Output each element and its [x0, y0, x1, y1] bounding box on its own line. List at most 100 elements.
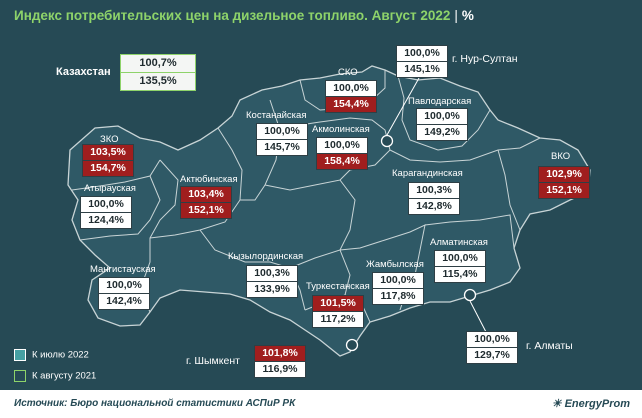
zhambyl-vs-august: 117,8%	[372, 288, 424, 305]
chart-title: Индекс потребительских цен на дизельное …	[14, 8, 474, 23]
border-atyrau-mangistau	[79, 175, 161, 241]
kazakhstan-label: Казахстан	[56, 66, 111, 78]
region-box-almaty-city: 100,0% 129,7%	[466, 331, 518, 364]
region-box-nursultan: 100,0% 145,1%	[396, 45, 448, 78]
region-label-kyzylorda: Кызылординская	[228, 251, 304, 262]
brand-name: EnergyProm	[564, 398, 630, 410]
legend-july: К июлю 2022	[14, 349, 89, 361]
region-box-turkestan: 101,5% 117,2%	[312, 295, 364, 328]
region-label-sko: СКО	[338, 67, 358, 78]
footer: Источник: Бюро национальной статистики А…	[0, 390, 642, 418]
kostanay-vs-july: 100,0%	[256, 123, 308, 139]
legend-august: К августу 2021	[14, 370, 96, 382]
nursultan-vs-july: 100,0%	[396, 45, 448, 61]
region-box-vko: 102,9% 152,1%	[538, 166, 590, 199]
source-text: Источник: Бюро национальной статистики А…	[14, 398, 296, 409]
nursultan-leader	[386, 77, 420, 136]
title-text: Индекс потребительских цен на дизельное …	[14, 8, 451, 23]
legend-august-swatch	[14, 370, 26, 382]
border-vko	[497, 149, 521, 231]
legend-july-label: К июлю 2022	[32, 349, 89, 361]
atyrau-vs-july: 100,0%	[80, 196, 132, 212]
kazakhstan-value-box: 100,7% 135,5%	[120, 54, 196, 91]
border-karaganda-east	[389, 137, 541, 163]
akmola-vs-august: 158,4%	[316, 153, 368, 170]
region-label-kostanay: Костанайская	[246, 110, 307, 121]
zhambyl-vs-july: 100,0%	[372, 272, 424, 288]
zko-vs-july: 103,5%	[82, 144, 134, 160]
almaty-city-vs-august: 129,7%	[466, 347, 518, 364]
shymkent-marker-icon	[345, 338, 359, 352]
region-box-zko: 103,5% 154,7%	[82, 144, 134, 177]
karaganda-vs-july: 100,3%	[408, 182, 460, 198]
almaty-city-vs-july: 100,0%	[466, 331, 518, 347]
pavlodar-vs-august: 149,2%	[416, 124, 468, 141]
region-label-karaganda: Карагандинская	[392, 168, 463, 179]
region-label-pavlodar: Павлодарская	[408, 96, 472, 107]
region-label-almaty-city: г. Алматы	[526, 340, 573, 352]
sko-vs-august: 154,4%	[325, 96, 377, 113]
legend-july-swatch	[14, 349, 26, 361]
almaty-leader	[469, 300, 487, 333]
region-label-zhambyl: Жамбылская	[366, 259, 424, 270]
aktobe-vs-july: 103,4%	[180, 186, 232, 202]
region-box-pavlodar: 100,0% 149,2%	[416, 108, 468, 141]
border-karaganda-west	[264, 179, 356, 269]
region-label-nursultan: г. Нур-Султан	[452, 53, 518, 65]
turkestan-vs-july: 101,5%	[312, 295, 364, 311]
vko-vs-august: 152,1%	[538, 182, 590, 199]
region-label-shymkent: г. Шымкент	[186, 355, 240, 367]
legend-august-label: К августу 2021	[32, 370, 97, 382]
border-turkestan-zhambyl	[339, 249, 351, 296]
region-box-akmola: 100,0% 158,4%	[316, 137, 368, 170]
nursultan-vs-august: 145,1%	[396, 61, 448, 78]
atyrau-vs-august: 124,4%	[80, 212, 132, 229]
region-box-kyzylorda: 100,3% 133,9%	[246, 265, 298, 298]
nursultan-marker-icon	[380, 134, 394, 148]
turkestan-vs-august: 117,2%	[312, 311, 364, 328]
region-label-atyrau: Атырауская	[84, 183, 136, 194]
title-separator: |	[454, 8, 458, 23]
title-unit: %	[461, 8, 474, 23]
border-almaty	[424, 214, 515, 249]
almaty-reg-vs-august: 115,4%	[434, 266, 486, 283]
region-label-zko: ЗКО	[100, 134, 119, 145]
kazakhstan-vs-july: 100,7%	[120, 54, 196, 72]
akmola-vs-july: 100,0%	[316, 137, 368, 153]
region-label-vko: ВКО	[551, 151, 571, 162]
almaty-marker-icon	[463, 288, 477, 302]
vko-vs-july: 102,9%	[538, 166, 590, 182]
karaganda-vs-august: 142,8%	[408, 198, 460, 215]
region-label-almaty-reg: Алматинская	[430, 237, 488, 248]
mangistau-vs-august: 142,4%	[98, 293, 150, 310]
energyprom-logo-icon: ☀	[551, 398, 562, 410]
region-box-zhambyl: 100,0% 117,8%	[372, 272, 424, 305]
region-box-kostanay: 100,0% 145,7%	[256, 123, 308, 156]
region-box-sko: 100,0% 154,4%	[325, 80, 377, 113]
aktobe-vs-august: 152,1%	[180, 202, 232, 219]
region-box-almaty-reg: 100,0% 115,4%	[434, 250, 486, 283]
shymkent-vs-july: 101,8%	[254, 345, 306, 361]
region-box-karaganda: 100,3% 142,8%	[408, 182, 460, 215]
region-box-atyrau: 100,0% 124,4%	[80, 196, 132, 229]
region-box-aktobe: 103,4% 152,1%	[180, 186, 232, 219]
brand-logo: ☀ EnergyProm	[552, 397, 630, 410]
border-zko-atyrau	[71, 159, 161, 191]
kyzylorda-vs-july: 100,3%	[246, 265, 298, 281]
pavlodar-vs-july: 100,0%	[416, 108, 468, 124]
zko-vs-august: 154,7%	[82, 160, 134, 177]
border-kyzylorda	[199, 229, 306, 311]
region-label-aktobe: Актюбинская	[180, 174, 238, 185]
region-label-turkestan: Туркестанская	[306, 281, 370, 292]
kostanay-vs-august: 145,7%	[256, 139, 308, 156]
border-aktobe-kostanay	[149, 127, 243, 239]
sko-vs-july: 100,0%	[325, 80, 377, 96]
almaty-reg-vs-july: 100,0%	[434, 250, 486, 266]
mangistau-vs-july: 100,0%	[98, 277, 150, 293]
shymkent-vs-august: 116,9%	[254, 361, 306, 378]
kazakhstan-vs-august: 135,5%	[120, 72, 196, 91]
region-box-mangistau: 100,0% 142,4%	[98, 277, 150, 310]
border-pavlodar	[397, 75, 491, 151]
region-box-shymkent: 101,8% 116,9%	[254, 345, 306, 378]
